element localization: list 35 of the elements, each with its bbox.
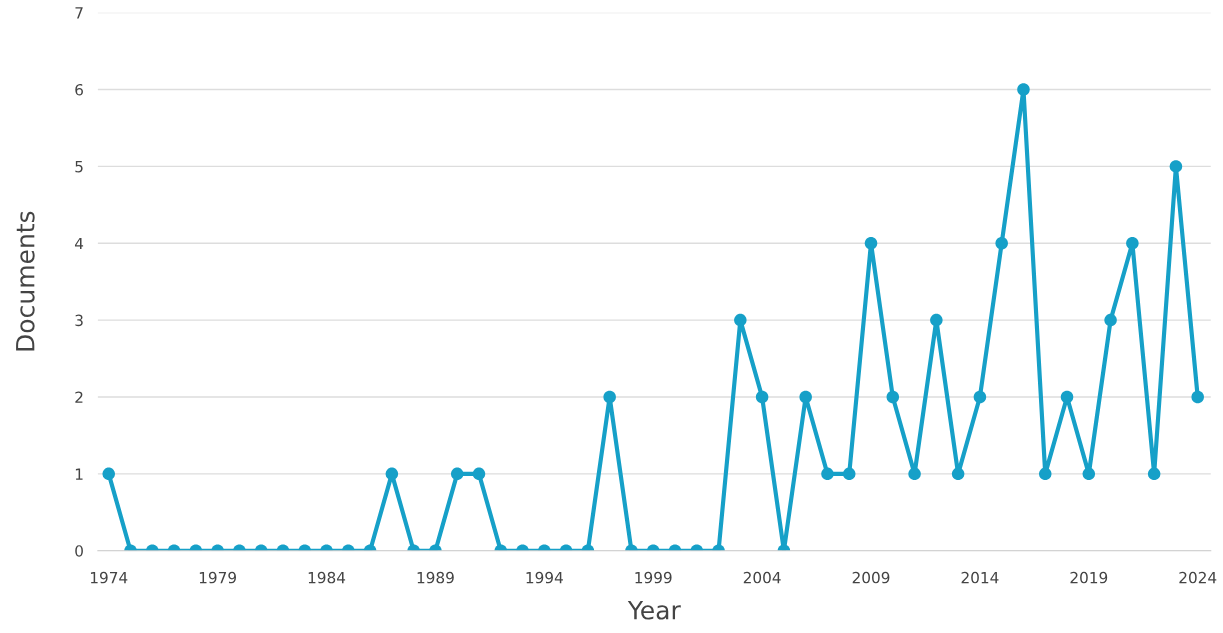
point xyxy=(603,390,616,404)
x-tick-label: 2014 xyxy=(961,571,999,584)
x-tick-label: 1999 xyxy=(635,571,672,584)
y-tick-label: 7 xyxy=(75,7,83,19)
x-tick-label: 2019 xyxy=(1070,571,1108,584)
x-tick-label: 2009 xyxy=(852,571,890,584)
point xyxy=(1169,160,1183,173)
y-tick-label: 3 xyxy=(75,314,83,327)
point xyxy=(1104,313,1117,327)
point xyxy=(995,237,1008,250)
y-tick-label: 2 xyxy=(75,391,83,403)
x-tick-label: 2004 xyxy=(743,571,781,584)
point xyxy=(973,390,987,404)
point xyxy=(886,390,900,404)
y-tick-label: 6 xyxy=(75,83,83,96)
point xyxy=(734,313,747,327)
y-tick-label: 4 xyxy=(74,237,84,250)
point xyxy=(1060,390,1074,404)
x-axis-title: Year xyxy=(627,600,681,620)
y-tick-label: 0 xyxy=(75,545,83,557)
x-tick-label: 1994 xyxy=(526,571,563,584)
x-tick-label: 2024 xyxy=(1179,571,1217,584)
point xyxy=(864,237,878,250)
y-tick-label: 5 xyxy=(75,161,83,173)
y-tick-label: 1 xyxy=(75,468,83,480)
point xyxy=(930,313,943,327)
x-tick-label: 1979 xyxy=(199,571,236,584)
point xyxy=(755,390,769,404)
x-tick-label: 1974 xyxy=(90,571,128,584)
x-tick-label: 1984 xyxy=(308,571,346,584)
y-axis-title: Documents xyxy=(16,211,35,351)
x-tick-label: 1989 xyxy=(417,571,454,584)
point xyxy=(799,390,812,404)
point xyxy=(1126,237,1139,250)
point xyxy=(1191,390,1204,404)
